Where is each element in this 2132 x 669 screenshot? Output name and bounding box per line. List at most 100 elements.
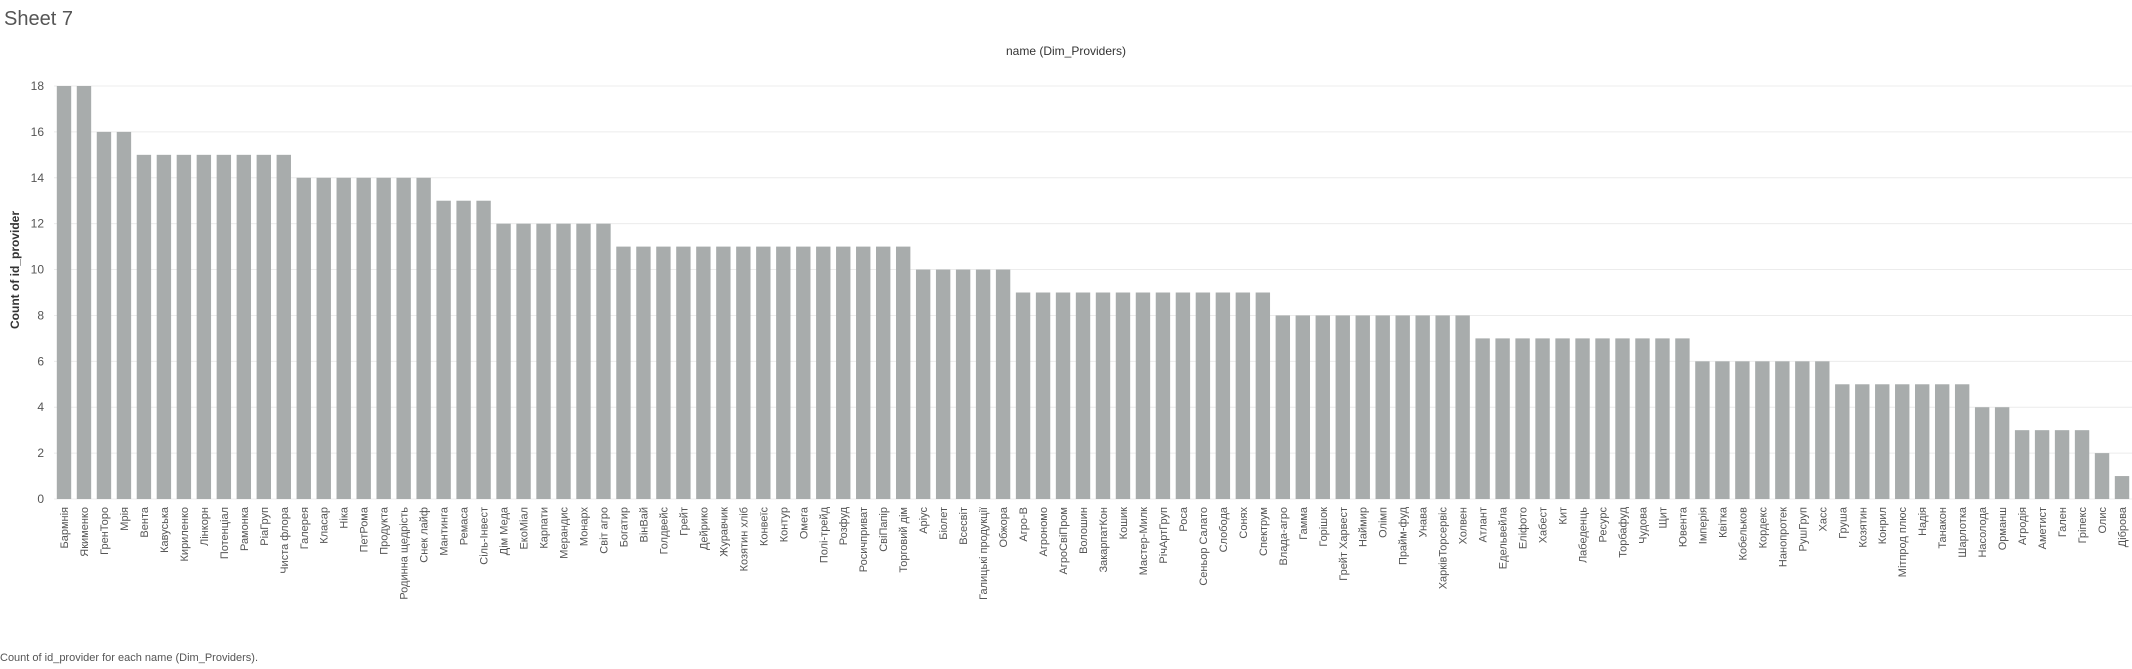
bar[interactable] xyxy=(416,177,431,499)
x-category-label[interactable]: Потенціал xyxy=(219,507,231,559)
bar[interactable] xyxy=(1455,315,1470,499)
bar[interactable] xyxy=(1715,361,1730,499)
bar[interactable] xyxy=(1855,384,1870,499)
bar[interactable] xyxy=(216,154,232,499)
bar[interactable] xyxy=(2114,476,2130,499)
x-category-label[interactable]: Гамма xyxy=(1298,506,1310,540)
x-category-label[interactable]: Ніка xyxy=(339,506,351,528)
bar[interactable] xyxy=(1135,292,1151,500)
x-category-label[interactable]: Роса xyxy=(1178,506,1190,531)
bar[interactable] xyxy=(975,269,991,499)
x-category-label[interactable]: Лабеденць xyxy=(1578,507,1590,563)
x-category-label[interactable]: Гален xyxy=(2057,507,2069,537)
bar[interactable] xyxy=(915,269,931,499)
bar[interactable] xyxy=(935,269,951,499)
bar[interactable] xyxy=(236,154,252,499)
x-category-label[interactable]: Дім Меда xyxy=(499,506,511,555)
x-category-label[interactable]: Класар xyxy=(319,507,331,544)
bar[interactable] xyxy=(296,177,311,499)
bar[interactable] xyxy=(1875,384,1890,499)
x-category-label[interactable]: ПетРома xyxy=(359,506,371,552)
bar[interactable] xyxy=(1994,407,2010,499)
bar[interactable] xyxy=(995,269,1011,499)
bar[interactable] xyxy=(856,246,871,499)
x-category-label[interactable]: Розфуд xyxy=(838,506,850,545)
bar[interactable] xyxy=(1635,338,1650,499)
bar[interactable] xyxy=(1555,338,1570,499)
bar[interactable] xyxy=(116,131,132,499)
bar[interactable] xyxy=(676,246,691,499)
bar[interactable] xyxy=(1655,338,1670,499)
bar[interactable] xyxy=(2094,453,2110,499)
x-category-label[interactable]: Кавуська xyxy=(159,506,171,553)
bar[interactable] xyxy=(256,154,271,499)
x-category-label[interactable]: Агрономо xyxy=(1038,507,1050,556)
x-category-label[interactable]: Холвен xyxy=(1458,507,1470,544)
bar[interactable] xyxy=(96,131,112,499)
x-category-label[interactable]: Продукта xyxy=(379,506,391,555)
x-category-label[interactable]: Біолет xyxy=(938,507,950,540)
x-category-label[interactable]: Торговий дім xyxy=(898,507,910,573)
x-category-label[interactable]: Олис xyxy=(2097,507,2109,534)
x-category-label[interactable]: РіаГруп xyxy=(259,507,271,546)
x-category-label[interactable]: Кириленко xyxy=(179,507,191,561)
bar[interactable] xyxy=(636,246,651,499)
bar[interactable] xyxy=(316,177,331,499)
bar[interactable] xyxy=(1195,292,1211,500)
x-category-label[interactable]: Ювента xyxy=(1677,506,1689,547)
bar[interactable] xyxy=(1615,338,1630,499)
bar[interactable] xyxy=(1915,384,1930,499)
x-category-label[interactable]: Насолода xyxy=(1977,506,1989,557)
bar[interactable] xyxy=(1015,292,1031,500)
x-category-label[interactable]: Вента xyxy=(139,506,151,537)
bar[interactable] xyxy=(1335,315,1350,499)
bar[interactable] xyxy=(836,246,851,499)
x-category-label[interactable]: Контур xyxy=(778,507,790,542)
x-category-label[interactable]: Омега xyxy=(798,506,810,539)
bar[interactable] xyxy=(136,154,152,499)
bar[interactable] xyxy=(1035,292,1051,500)
x-category-label[interactable]: Кит xyxy=(1558,507,1570,525)
x-category-label[interactable]: Голдвейс xyxy=(658,507,670,555)
bar[interactable] xyxy=(696,246,711,499)
x-category-label[interactable]: Козятин xyxy=(1857,507,1869,548)
x-category-label[interactable]: Галицькі продукції xyxy=(978,507,990,600)
bar[interactable] xyxy=(1095,292,1111,500)
x-category-label[interactable]: Рамонка xyxy=(239,506,251,551)
bar[interactable] xyxy=(1815,361,1830,499)
x-category-label[interactable]: Ресурс xyxy=(1598,507,1610,543)
x-category-label[interactable]: Карпати xyxy=(539,507,551,549)
x-category-label[interactable]: ЗакарпатКон xyxy=(1098,507,1110,573)
bar[interactable] xyxy=(1115,292,1131,500)
bar[interactable] xyxy=(176,154,192,499)
x-category-label[interactable]: Чудова xyxy=(1637,506,1649,544)
bar[interactable] xyxy=(1675,338,1690,499)
x-category-label[interactable]: Кошик xyxy=(1118,507,1130,539)
x-category-label[interactable]: Сеньор Салато xyxy=(1198,507,1210,586)
bar[interactable] xyxy=(1835,384,1850,499)
x-category-label[interactable]: Мастер-Милк xyxy=(1138,507,1150,575)
bar[interactable] xyxy=(196,154,212,499)
bar[interactable] xyxy=(1495,338,1510,499)
x-category-label[interactable]: Еліфото xyxy=(1518,507,1530,549)
x-category-label[interactable]: Галерея xyxy=(299,507,311,549)
bar[interactable] xyxy=(2034,430,2050,499)
x-category-label[interactable]: Унава xyxy=(1418,506,1430,537)
x-category-label[interactable]: Родинна щедрість xyxy=(399,507,411,600)
x-category-label[interactable]: Грейт xyxy=(678,507,690,536)
bar[interactable] xyxy=(1275,315,1291,499)
bar[interactable] xyxy=(736,246,751,499)
x-category-label[interactable]: Світ агро xyxy=(598,507,610,554)
x-category-label[interactable]: Сонях xyxy=(1238,507,1250,539)
bar[interactable] xyxy=(1515,338,1530,499)
x-category-label[interactable]: Імперія xyxy=(1697,507,1709,544)
bar[interactable] xyxy=(496,223,511,500)
bar[interactable] xyxy=(1934,384,1950,499)
bar[interactable] xyxy=(656,246,671,499)
x-category-label[interactable]: Обжора xyxy=(998,506,1010,547)
bar[interactable] xyxy=(1795,361,1810,499)
x-category-label[interactable]: Журавчик xyxy=(718,507,730,557)
bar[interactable] xyxy=(1735,361,1750,499)
x-category-label[interactable]: Слобода xyxy=(1218,506,1230,552)
x-category-label[interactable]: Едельвейла xyxy=(1498,506,1510,569)
